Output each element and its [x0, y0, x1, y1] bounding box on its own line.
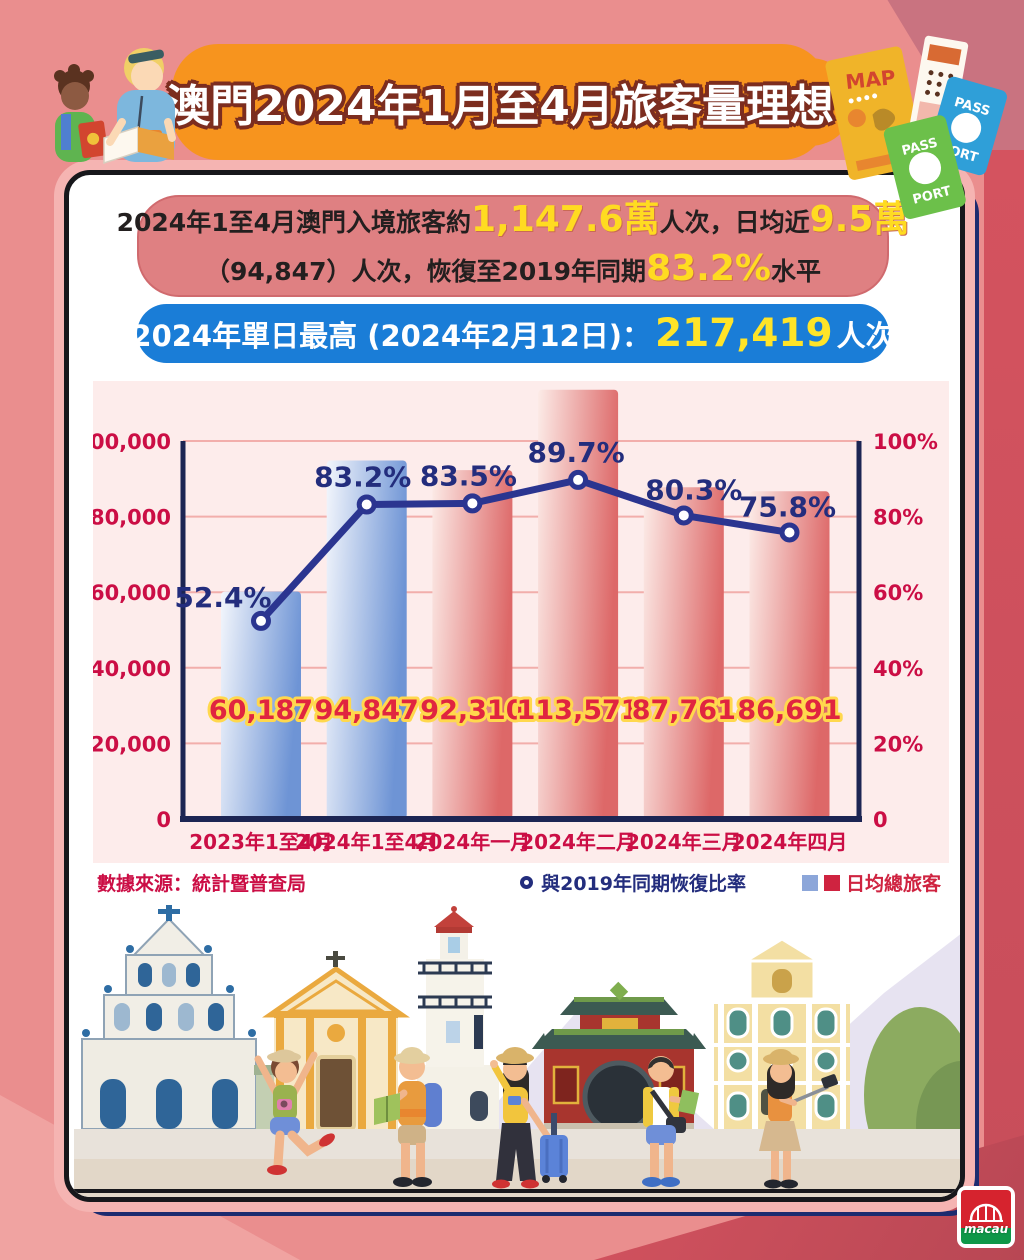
svg-text:2024年二月: 2024年二月: [520, 830, 636, 854]
tourist-map-man: [642, 1056, 700, 1187]
svg-text:40%: 40%: [873, 657, 923, 681]
svg-text:83.2%: 83.2%: [314, 461, 411, 494]
data-source: 數據來源：統計暨普查局: [97, 873, 307, 895]
peak-suffix: 人次: [836, 318, 895, 353]
summary-text: （94,847）人次，恢復至2019年同期: [205, 257, 647, 286]
summary-highlight: 9.5萬: [809, 199, 910, 240]
st-dominics-church: [714, 937, 850, 1129]
logo-red-field: [961, 1190, 1011, 1228]
peak-label: 2024年單日最高 (2024年2月12日)：: [131, 318, 651, 353]
svg-text:100%: 100%: [873, 430, 938, 454]
title-banner: 澳門2024年1月至4月旅客量理想: [166, 44, 854, 160]
map-label: MAP: [844, 65, 896, 94]
bars-group: [221, 389, 830, 819]
page-title: 澳門2024年1月至4月旅客量理想: [166, 81, 834, 132]
summary-highlight: 83.2%: [646, 248, 771, 289]
svg-text:60,000: 60,000: [93, 581, 171, 605]
svg-text:80,000: 80,000: [93, 506, 171, 530]
legend-bar-series: 日均總旅客: [801, 869, 941, 896]
tourist-jumping-girl: [254, 1049, 335, 1175]
category-labels: 2023年1至4月2024年1至4月2024年一月2024年二月2024年三月2…: [189, 830, 847, 854]
macau-cityscape-illustration: [74, 905, 960, 1197]
svg-text:40,000: 40,000: [93, 657, 171, 681]
tourist-selfie-woman: [759, 1049, 839, 1189]
logo-wordmark: macau: [963, 1222, 1009, 1236]
svg-text:2024年一月: 2024年一月: [415, 830, 531, 854]
svg-text:2024年四月: 2024年四月: [732, 830, 848, 854]
svg-text:89.7%: 89.7%: [528, 436, 625, 469]
svg-text:2024年三月: 2024年三月: [626, 830, 742, 854]
tourists-illustration: [54, 48, 176, 165]
svg-text:60%: 60%: [873, 581, 923, 605]
red-bar-swatch-icon: [823, 874, 840, 891]
svg-text:2024年1至4月: 2024年1至4月: [295, 830, 439, 854]
logo-facade-icon: [969, 1203, 1003, 1222]
svg-text:80%: 80%: [873, 506, 923, 530]
logo-green-field: [961, 1228, 1011, 1244]
svg-text:20%: 20%: [873, 732, 923, 756]
svg-text:60,187: 60,187: [209, 695, 313, 726]
svg-text:0: 0: [156, 808, 171, 832]
tourist-with-passport: [54, 64, 109, 162]
summary-box: 2024年1至4月澳門入境旅客約 1,147.6萬 人次，日均近 9.5萬 （94,8…: [117, 195, 909, 297]
main-card: 2024年1至4月澳門入境旅客約 1,147.6萬 人次，日均近 9.5萬 （94,8…: [64, 170, 965, 1202]
peak-number: 217,419: [654, 311, 833, 356]
chart-panel: 100,000 100% 80,000 80% 60,000 60% 40,000 40% 20…: [75, 381, 949, 863]
svg-text:87,761: 87,761: [632, 695, 736, 726]
svg-text:75.8%: 75.8%: [739, 490, 836, 523]
blue-bar-swatch-icon: [801, 874, 818, 891]
summary-text: 人次，日均近: [659, 208, 810, 237]
chart-footer-row: 數據來源：統計暨普查局 與2019年同期恢復比率 日均總旅客: [97, 869, 941, 896]
svg-text:100,000: 100,000: [93, 430, 171, 454]
axes-group: [180, 441, 862, 822]
svg-text:83.5%: 83.5%: [420, 459, 517, 492]
summary-text: 2024年1至4月澳門入境旅客約: [116, 208, 471, 237]
visitors-chart: 100,000 100% 80,000 80% 60,000 60% 40,000 40% 20…: [75, 389, 938, 854]
svg-text:92,310: 92,310: [420, 695, 524, 726]
summary-highlight: 1,147.6萬: [470, 199, 660, 240]
summary-text: 水平: [770, 257, 821, 286]
line-marker-icon: [520, 876, 534, 889]
svg-text:80.3%: 80.3%: [645, 473, 742, 506]
travel-documents-illustration: MAP PASS PORT PASS PORT: [825, 35, 1007, 220]
recovery-line-group: 52.4% 83.2% 83.5% 89.7% 80.3%75.8%: [174, 436, 836, 631]
svg-text:20,000: 20,000: [93, 732, 171, 756]
legend-line-label: 與2019年同期恢復比率: [541, 873, 746, 895]
legend-bar-label: 日均總旅客: [845, 873, 941, 895]
tourist-backpacker: [374, 1047, 442, 1187]
peak-day-box: 2024年單日最高 (2024年2月12日)： 217,419 人次: [131, 304, 895, 363]
svg-text:94,847: 94,847: [315, 695, 419, 726]
tourist-suitcase-woman: [490, 1047, 568, 1189]
summary-line-2: （94,847）人次，恢復至2019年同期 83.2% 水平: [205, 246, 821, 295]
svg-text:113,571: 113,571: [517, 695, 640, 726]
svg-text:0: 0: [873, 808, 888, 832]
axis-tick-labels: 100,000 100% 80,000 80% 60,000 60% 40,000 40% 20…: [75, 430, 938, 832]
bg-band-right: [984, 150, 1024, 1260]
macau-tourism-logo: macau: [957, 1186, 1015, 1248]
tourist-with-map: [103, 48, 176, 165]
passport-green-icon: PASS PORT: [883, 115, 966, 220]
legend-line-series: 與2019年同期恢復比率: [520, 869, 746, 896]
summary-line-1: 2024年1至4月澳門入境旅客約 1,147.6萬 人次，日均近 9.5萬: [117, 197, 910, 246]
svg-text:86,691: 86,691: [737, 695, 841, 726]
ruins-st-paul: [81, 905, 257, 1130]
svg-text:52.4%: 52.4%: [174, 581, 271, 614]
svg-text:2023年1至4月: 2023年1至4月: [189, 830, 333, 854]
macau-logo-inner: macau: [961, 1190, 1011, 1244]
